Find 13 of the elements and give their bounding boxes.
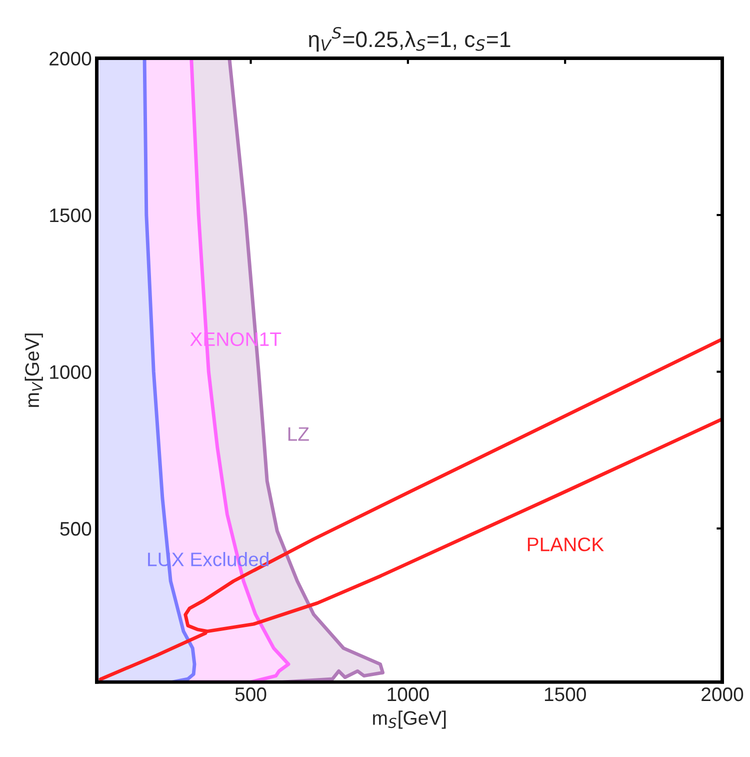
x-tick-label: 500: [235, 687, 266, 702]
series-label: PLANCK: [528, 538, 604, 552]
x-tick-label: 1500: [544, 687, 586, 702]
y-tick-label: 1500: [50, 208, 92, 222]
series-label: LZ: [288, 427, 309, 441]
y-tick-label: 1000: [50, 365, 92, 379]
y-tick-label: 2000: [50, 52, 92, 66]
x-tick-label: 2000: [702, 687, 744, 702]
x-axis-title: m$_{S}$[GeV]: [373, 710, 446, 729]
chart-title: η$_{V}$$^{S}$=0.25,λ$_{S}$=1, c$_{S}$=1: [308, 26, 510, 52]
x-tick-label: 1000: [388, 687, 429, 702]
y-axis-title: m$_{V}$[GeV]: [24, 334, 43, 407]
y-tick-label: 500: [60, 522, 92, 536]
